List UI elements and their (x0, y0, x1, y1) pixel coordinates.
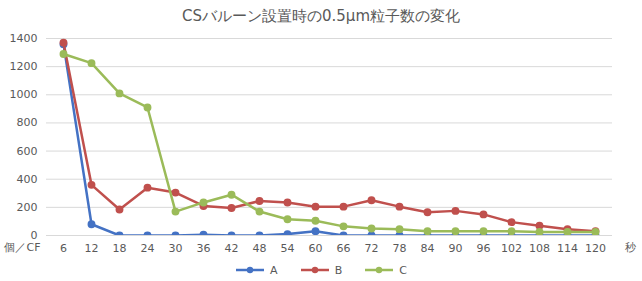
html-text:B: B (334, 263, 343, 277)
svg-text:800: 800 (17, 116, 38, 129)
svg-text:66: 66 (337, 242, 351, 255)
svg-text:600: 600 (17, 145, 38, 158)
svg-text:30: 30 (169, 242, 183, 255)
svg-text:個／CF: 個／CF (4, 241, 40, 254)
html-text:A: A (270, 263, 278, 277)
svg-text:102: 102 (501, 242, 522, 255)
svg-text:1400: 1400 (10, 32, 38, 45)
svg-text:78: 78 (393, 242, 407, 255)
svg-text:0: 0 (30, 229, 38, 242)
svg-text:72: 72 (365, 242, 379, 255)
svg-text:1000: 1000 (10, 88, 38, 101)
svg-text:400: 400 (17, 173, 38, 186)
html-text:C: C (399, 263, 407, 277)
svg-text:108: 108 (529, 242, 550, 255)
svg-text:60: 60 (309, 242, 323, 255)
svg-text:120: 120 (585, 242, 606, 255)
svg-text:1200: 1200 (10, 60, 38, 73)
html-text:CSバルーン設置時の0.5μm粒子数の変化: CSバルーン設置時の0.5μm粒子数の変化 (182, 7, 460, 25)
svg-text:96: 96 (477, 242, 491, 255)
svg-text:秒: 秒 (625, 241, 636, 254)
svg-text:84: 84 (421, 242, 435, 255)
svg-text:18: 18 (113, 242, 127, 255)
svg-text:6: 6 (60, 242, 67, 255)
svg-text:42: 42 (225, 242, 239, 255)
svg-text:200: 200 (17, 201, 38, 214)
svg-text:54: 54 (281, 242, 295, 255)
svg-text:48: 48 (253, 242, 267, 255)
svg-text:12: 12 (85, 242, 99, 255)
svg-text:36: 36 (197, 242, 211, 255)
svg-text:24: 24 (141, 242, 155, 255)
svg-text:114: 114 (557, 242, 578, 255)
svg-text:90: 90 (449, 242, 463, 255)
